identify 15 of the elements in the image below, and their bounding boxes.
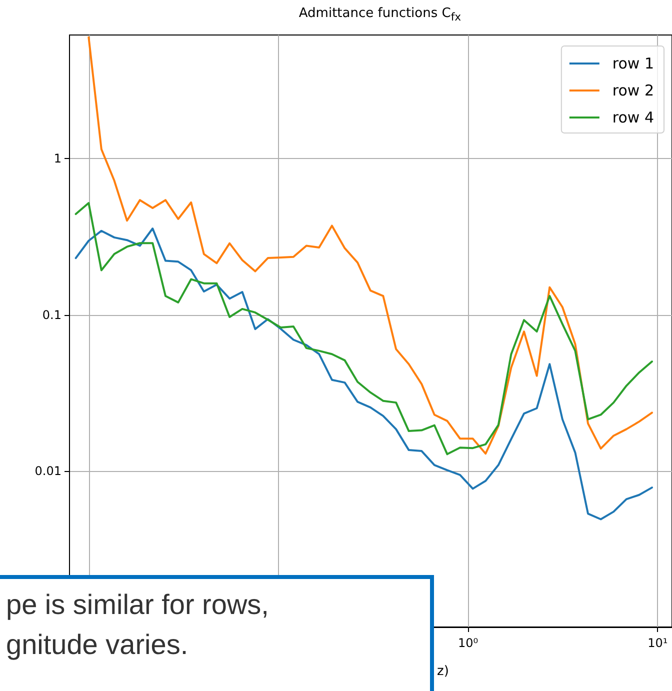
x-tick-label: 10⁰	[458, 636, 478, 650]
y-tick-label: 0.01	[34, 464, 62, 478]
y-tick-label: 1	[54, 152, 62, 166]
legend-label: row 4	[612, 108, 654, 126]
text-box: pe is similar for rows, gnitude varies.	[0, 575, 434, 691]
chart-title: Admittance functions C$_{fx}$	[298, 6, 462, 24]
line-series	[74, 202, 653, 456]
legend-label: row 1	[612, 54, 654, 72]
line-series	[88, 36, 653, 455]
annotation: pe is similar for rows,	[6, 588, 270, 622]
y-tick-label: 0.1	[42, 308, 62, 322]
legend-label: row 2	[612, 82, 654, 100]
x-axis-title: z)	[437, 664, 449, 679]
line-series	[74, 228, 653, 520]
x-tick-label: 10¹	[648, 636, 668, 650]
